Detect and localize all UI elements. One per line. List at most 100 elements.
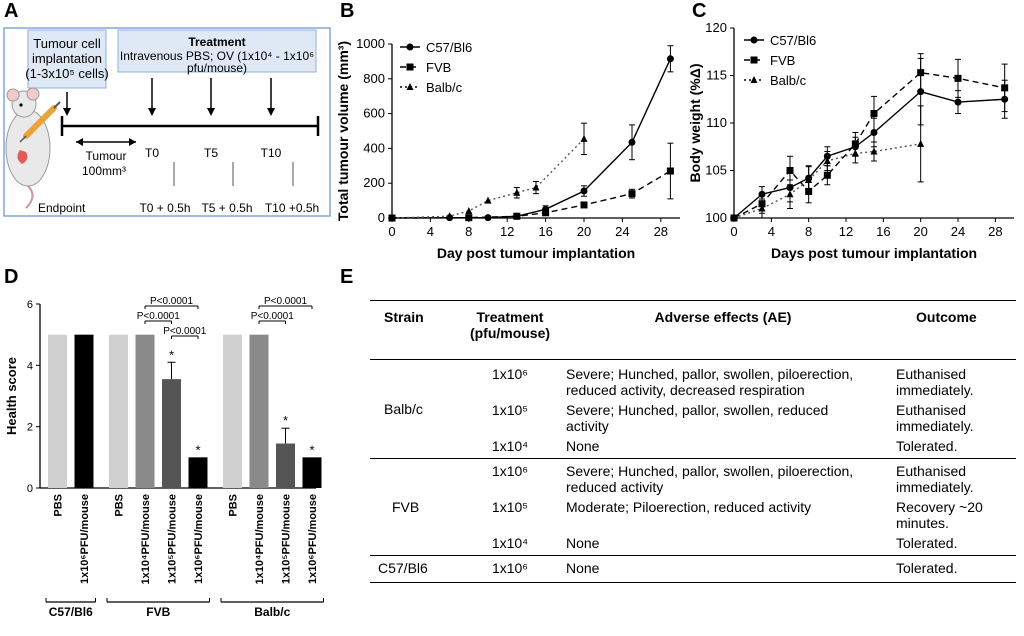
group-label: C57/Bl6 [49, 605, 93, 619]
dose-cell: 1x10⁶ [491, 366, 529, 382]
table-row: 1x10⁵ Severe; Hunched, pallor, swollen, … [370, 398, 1016, 434]
y-tick-label: 115 [706, 68, 727, 83]
bar [302, 457, 322, 488]
bar [48, 334, 67, 488]
outcome-line-2: immediately. [896, 382, 974, 398]
x-tick-label: 16 [538, 224, 552, 239]
panel-label-a: A [4, 0, 19, 22]
x-tick-label: 20 [577, 224, 591, 239]
ae-cell: Severe; Hunched, pallor, swollen, piloer… [558, 360, 888, 398]
legend-label: C57/Bl6 [770, 33, 816, 48]
outcome-cell: Euthanised immediately. [888, 398, 1016, 434]
outcome-line-1: Recovery ~20 [896, 499, 983, 515]
y-axis-label: Total tumour volume (mm³) [335, 41, 351, 221]
data-point [823, 157, 831, 164]
data-point [388, 214, 396, 221]
significance-star: * [169, 347, 174, 362]
bar [188, 457, 208, 488]
data-point [628, 190, 636, 198]
data-point [730, 214, 738, 221]
x-tick-label: 8 [805, 224, 812, 239]
tumour-size-label: 100mm³ [82, 164, 126, 178]
outcome-line-1: Euthanised [896, 366, 967, 382]
ae-cell: None [566, 535, 600, 551]
panel-label-d: D [4, 266, 19, 288]
x-tick-label: 24 [615, 224, 629, 239]
outcome-cell: Tolerated. [896, 438, 958, 454]
y-tick-label: 100 [705, 210, 727, 225]
data-point [666, 167, 674, 175]
data-point [786, 190, 794, 198]
y-tick-label: 0 [378, 210, 385, 225]
table-header-row: Strain Treatment (pfu/mouse) Adverse eff… [370, 300, 1016, 360]
p-value-label: P<0.0001 [137, 311, 181, 322]
outcome-line-2: immediately. [896, 479, 974, 495]
legend-marker [750, 56, 758, 64]
t0-label: T0 [145, 146, 159, 160]
series-line-Balb/c [733, 143, 921, 219]
group-label: Balb/c [254, 605, 290, 619]
data-point [786, 167, 794, 174]
data-point [542, 209, 550, 217]
ae-cell: Moderate; Piloerection, reduced activity [566, 499, 812, 515]
data-point [870, 147, 878, 155]
endpoint-label: Endpoint [38, 201, 86, 215]
x-tick-label: 28 [988, 224, 1002, 239]
outcome-line-1: Euthanised [896, 402, 967, 418]
significance-star: * [195, 442, 200, 457]
ae-line-1: Severe; Hunched, pallor, swollen, piloer… [566, 366, 854, 382]
ae-cell: Severe; Hunched, pallor, swollen, piloer… [558, 459, 888, 495]
ae-cell: Severe; Hunched, pallor, swollen, reduce… [558, 398, 888, 434]
data-point [628, 138, 636, 146]
legend-marker [750, 76, 758, 83]
table-row: 1x10⁴ None Tolerated. [370, 531, 1016, 556]
legend-marker [406, 43, 414, 51]
category-label: 1x10⁵PFU/mouse [167, 494, 179, 584]
series-line-FVB [733, 71, 1005, 219]
implant-line-2: implantation [32, 51, 102, 66]
panel-label-e: E [340, 266, 354, 288]
p-value-label: P<0.0001 [264, 296, 308, 307]
significance-star: * [283, 413, 288, 428]
x-tick-label: 0 [730, 224, 737, 239]
table-row: C57/Bl6 1x10⁶ None Tolerated. [370, 556, 1016, 583]
data-point [666, 55, 674, 63]
strain-cell: C57/Bl6 [378, 560, 428, 576]
header-strain: Strain [384, 309, 424, 325]
legend-label: FVB [426, 60, 451, 75]
data-point [805, 176, 813, 183]
x-axis-label: Day post tumour implantation [437, 245, 635, 261]
table-row: 1x10⁵ Moderate; Piloerection, reduced ac… [370, 495, 1016, 531]
treatment-line-1: Intravenous PBS; OV (1x10⁴ - 1x10⁶ [120, 49, 314, 63]
legend-label: Balb/c [426, 80, 463, 95]
ae-line-1: Severe; Hunched, pallor, swollen, reduce… [566, 402, 829, 418]
y-tick-label: 1000 [356, 36, 385, 51]
data-point [580, 134, 588, 142]
ae-line-2: activity [566, 418, 609, 434]
category-label: 1x10⁶PFU/mouse [193, 494, 205, 584]
y-tick-label: 800 [363, 71, 385, 86]
data-point [580, 187, 588, 195]
y-tick-label: 110 [706, 115, 727, 130]
dose-cell: 1x10⁵ [491, 402, 529, 418]
x-tick-label: 0 [388, 224, 395, 239]
data-point [917, 139, 925, 147]
y-axis-label: Health score [4, 357, 19, 435]
x-tick-label: 24 [951, 224, 965, 239]
category-label: 1x10⁴PFU/mouse [254, 494, 266, 584]
data-point [580, 201, 588, 209]
tumour-label: Tumour [86, 149, 127, 163]
p-value-label: P<0.0001 [163, 326, 207, 337]
p-value-label: P<0.0001 [251, 311, 295, 322]
bar [223, 334, 242, 488]
panel-a-schematic: Tumour cell implantation (1-3x10⁵ cells)… [3, 27, 331, 217]
y-tick-label: 120 [705, 20, 727, 35]
t10-label: T10 [261, 146, 282, 160]
syringe-icon [19, 101, 61, 143]
ae-line-1: Severe; Hunched, pallor, swollen, piloer… [566, 463, 854, 479]
category-label: 1x10⁶PFU/mouse [79, 494, 91, 584]
bar [276, 443, 295, 488]
y-tick-label: 105 [705, 163, 727, 178]
y-tick-label: 0 [27, 483, 33, 495]
treatment-title: Treatment [188, 35, 245, 49]
